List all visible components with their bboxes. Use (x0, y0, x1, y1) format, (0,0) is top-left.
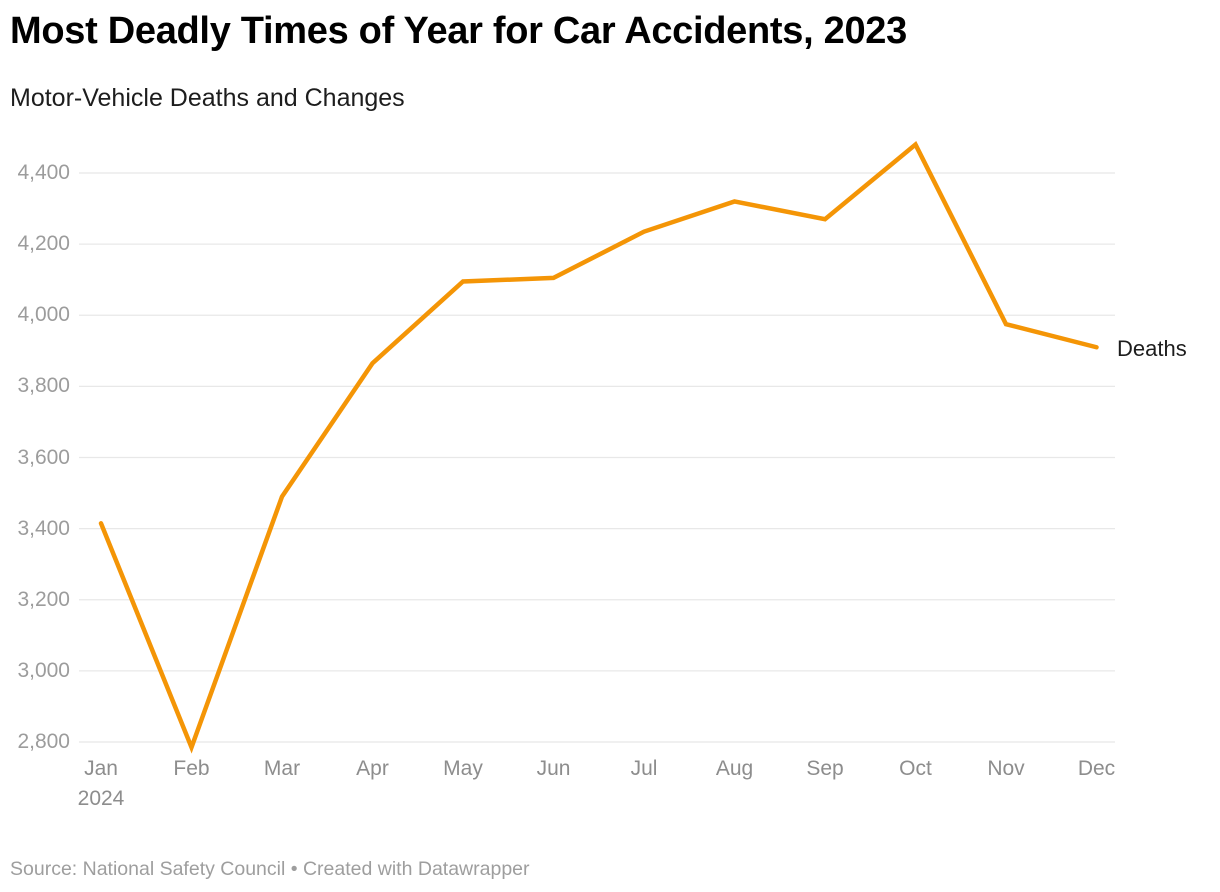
y-axis-label: 3,200 (17, 587, 70, 611)
x-axis-year-sublabel: 2024 (77, 787, 125, 810)
y-axis-label: 3,000 (17, 658, 70, 682)
x-axis-label: May (443, 757, 483, 780)
x-axis-label: Jan 2024 (46, 754, 156, 814)
y-axis-label: 3,600 (17, 445, 70, 469)
x-axis-label: Nov (987, 757, 1025, 780)
source-attribution: Source: National Safety Council • Create… (10, 858, 530, 880)
y-axis-label: 3,800 (17, 374, 70, 398)
chart-title: Most Deadly Times of Year for Car Accide… (10, 10, 907, 52)
y-axis-label: 4,200 (17, 232, 70, 256)
x-axis-label: Dec (1077, 757, 1116, 780)
x-axis-label: Oct (899, 757, 932, 780)
y-axis-label: 4,400 (17, 161, 70, 184)
x-axis-label: Aug (715, 757, 754, 780)
x-axis-label: Apr (356, 757, 389, 780)
series-label-deaths: Deaths (1117, 336, 1187, 361)
x-axis-label: Jul (630, 757, 658, 780)
x-axis-label: Mar (263, 757, 301, 780)
x-axis-label: Feb (173, 757, 210, 780)
x-axis-label: Jun (536, 757, 571, 780)
y-axis-label: 2,800 (17, 730, 70, 753)
x-axis-label: Sep (806, 757, 844, 780)
y-axis-label: 3,400 (17, 516, 70, 540)
y-axis-label: 4,000 (17, 303, 70, 327)
deaths-line-series (98, 141, 1099, 754)
chart-subtitle: Motor-Vehicle Deaths and Changes (10, 84, 405, 112)
